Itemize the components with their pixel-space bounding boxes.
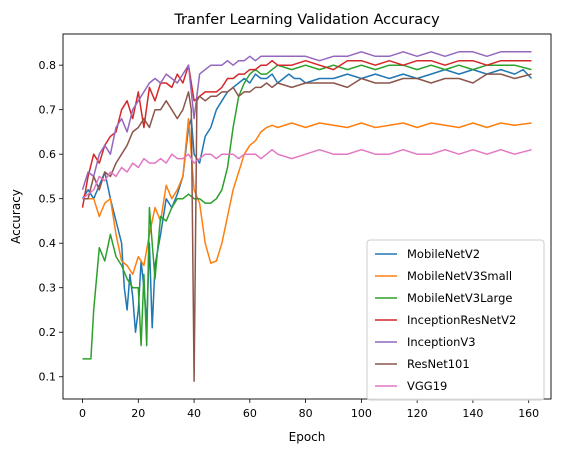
y-tick-label: 0.4 <box>39 237 57 250</box>
series-line-vgg19 <box>82 148 532 200</box>
y-tick-label: 0.3 <box>39 282 57 295</box>
legend-label: VGG19 <box>407 379 447 393</box>
y-tick-label: 0.8 <box>39 59 57 72</box>
legend-label: InceptionResNetV2 <box>407 313 516 327</box>
legend: MobileNetV2 MobileNetV3Small MobileNetV3La… <box>366 239 545 401</box>
x-tick-label: 60 <box>243 407 257 420</box>
series-line-mobilenetv2 <box>81 68 533 333</box>
y-tick-label: 0.7 <box>39 104 57 117</box>
series-line-mobilenetv3small <box>82 117 532 276</box>
x-tick-label: 20 <box>131 407 145 420</box>
x-tick-label: 120 <box>407 407 428 420</box>
series-line-mobilenetv3large <box>82 64 532 360</box>
x-tick-label: 40 <box>187 407 201 420</box>
plot-frame <box>62 33 552 400</box>
y-tick-label: 0.1 <box>39 371 57 384</box>
series-line-resnet101 <box>82 73 532 382</box>
plot-area <box>62 33 552 400</box>
y-axis-label: Accuracy <box>9 189 23 244</box>
legend-box <box>366 239 545 401</box>
chart-title: Tranfer Learning Validation Accuracy <box>173 12 440 28</box>
legend-label: MobileNetV3Large <box>407 291 512 305</box>
x-tick-label: 140 <box>462 407 483 420</box>
legend-label: MobileNetV2 <box>407 247 480 261</box>
y-tick-label: 0.5 <box>39 193 57 206</box>
y-tick-label: 0.2 <box>39 326 57 339</box>
x-axis-label: Epoch <box>289 430 326 444</box>
y-tick-label: 0.6 <box>39 148 57 161</box>
y-axis: 0.1 0.2 0.3 0.4 0.5 0.6 0.7 0.8 <box>39 59 63 384</box>
legend-label: InceptionV3 <box>407 335 476 349</box>
series-layer <box>81 51 533 382</box>
x-axis: 0 20 40 60 80 100 120 140 160 <box>79 399 539 420</box>
legend-label: ResNet101 <box>407 357 470 371</box>
x-tick-label: 100 <box>351 407 372 420</box>
x-tick-label: 0 <box>79 407 86 420</box>
legend-label: MobileNetV3Small <box>407 269 512 283</box>
series-line-inceptionv3 <box>81 51 532 191</box>
x-tick-label: 80 <box>299 407 313 420</box>
x-tick-label: 160 <box>518 407 539 420</box>
